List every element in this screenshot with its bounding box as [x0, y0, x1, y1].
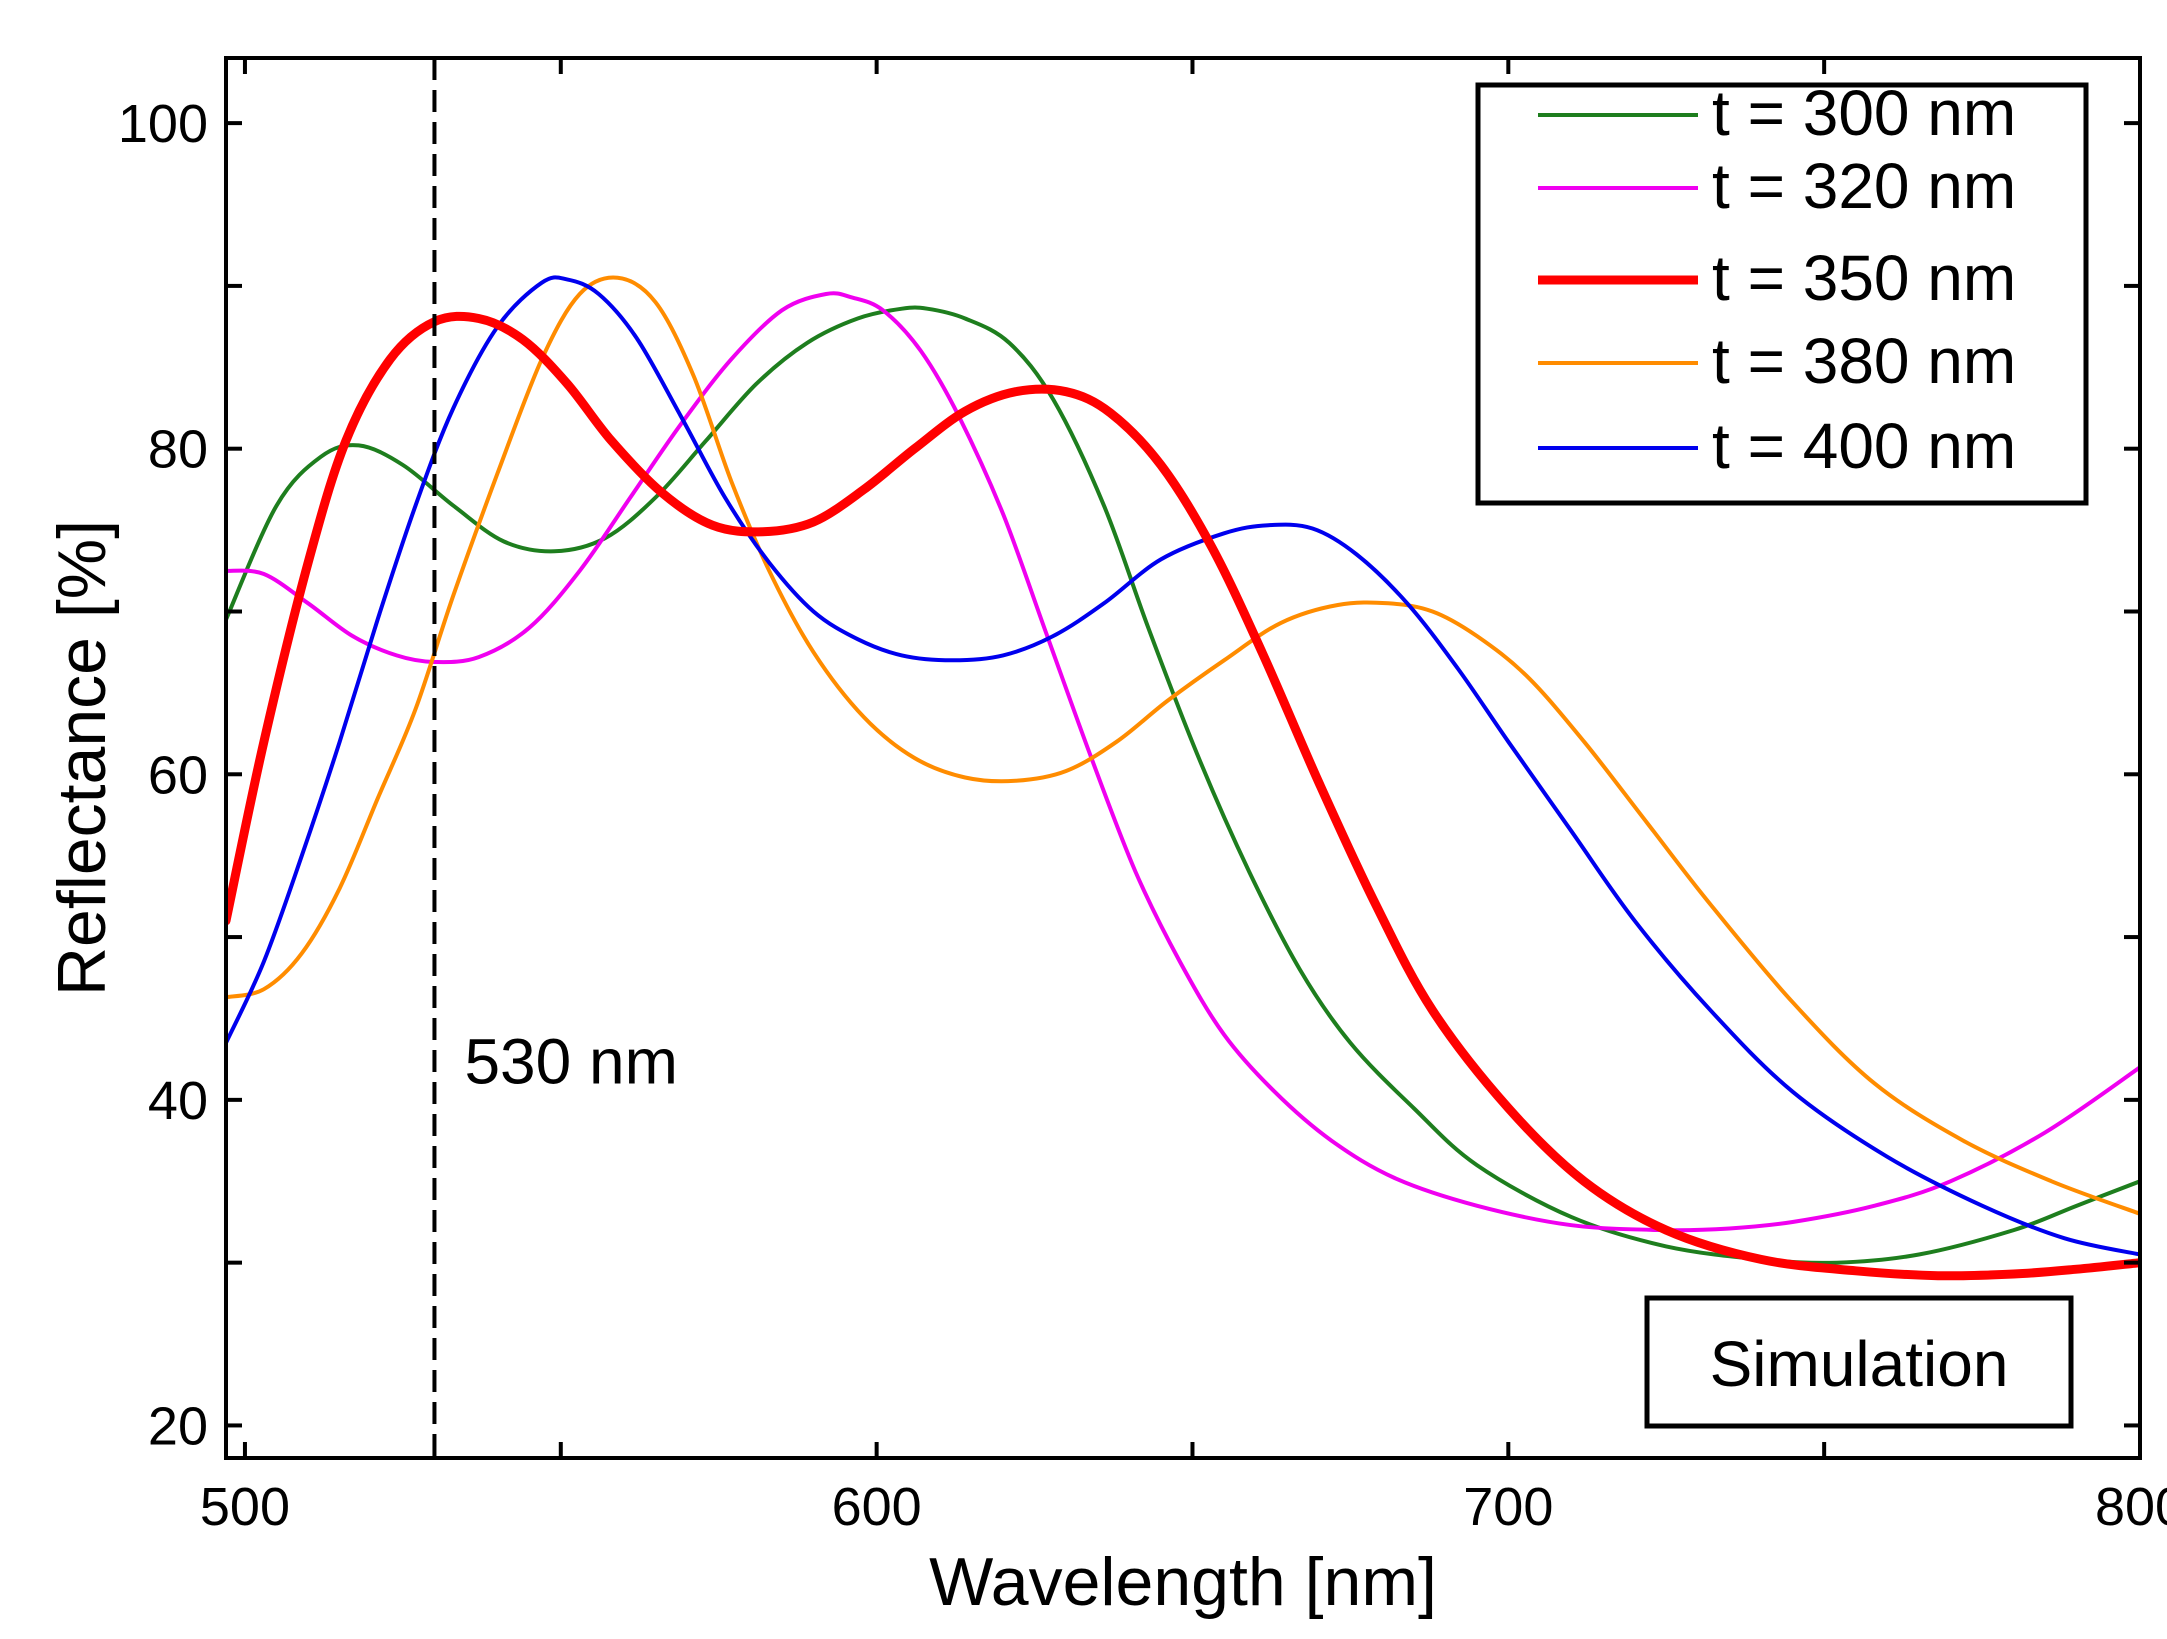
legend-label-380: t = 380 nm [1712, 325, 2016, 397]
y-tick-label-40: 40 [148, 1071, 208, 1131]
x-tick-label-500: 500 [200, 1477, 290, 1537]
series-line-320nm [226, 291, 2140, 1233]
series-line-350nm [226, 311, 2140, 1281]
y-axis-label: Reflectance [%] [44, 520, 120, 996]
y-tick-label-20: 20 [148, 1396, 208, 1456]
plot-frame [224, 56, 2142, 1460]
x-tick-labels: 500 600 700 800 [200, 1477, 2167, 1537]
legend-label-300: t = 300 nm [1712, 77, 2016, 149]
x-axis-label: Wavelength [nm] [929, 1544, 1437, 1620]
y-tick-labels: 20 40 60 80 100 [118, 94, 208, 1456]
series-line-300nm [226, 305, 2140, 1265]
y-tick-label-100: 100 [118, 94, 208, 154]
series-line-380nm [226, 275, 2140, 1216]
simulation-annotation: Simulation [1644, 1295, 2074, 1429]
x-tick-label-600: 600 [832, 1477, 922, 1537]
legend-label-320: t = 320 nm [1712, 150, 2016, 222]
legend: t = 300 nmt = 320 nm t = 350 nm t = 380 nm… [1475, 77, 2089, 506]
legend-label-350: t = 350 nm [1712, 242, 2016, 314]
legend-label-400: t = 400 nm [1712, 410, 2016, 482]
wavelength-530-label: 530 nm [464, 1026, 677, 1098]
y-tick-label-60: 60 [148, 745, 208, 805]
simulation-box [1644, 1295, 2074, 1429]
legend-box [1475, 82, 2089, 506]
x-tick-label-800: 800 [2095, 1477, 2167, 1537]
x-tick-label-700: 700 [1463, 1477, 1553, 1537]
series-layer [226, 275, 2140, 1281]
y-tick-label-80: 80 [148, 420, 208, 480]
simulation-label: Simulation [1710, 1328, 2009, 1400]
series-line-400nm [226, 275, 2140, 1257]
